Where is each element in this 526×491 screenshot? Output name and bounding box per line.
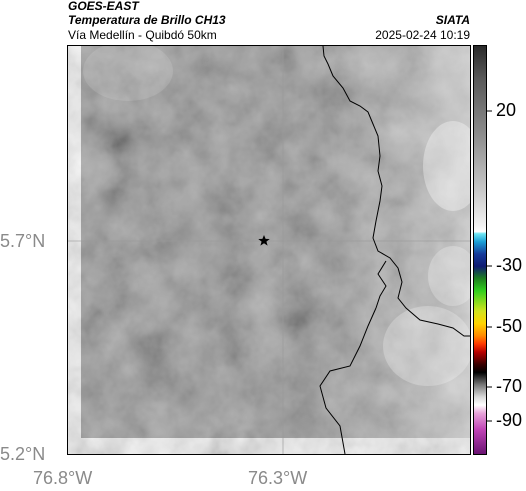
map-canvas (68, 46, 470, 454)
colorbar-label-minus90: -90 (496, 410, 523, 430)
timestamp-label: 2025-02-24 10:19 (375, 28, 470, 42)
product-title: Temperatura de Brillo CH13 (68, 13, 226, 27)
colorbar-label-minus70: -70 (496, 376, 523, 396)
map-gridlines (68, 46, 470, 454)
brightness-temperature-layer (81, 46, 470, 438)
temperature-colorbar (473, 45, 487, 455)
colorbar-label-20: 20 (496, 100, 517, 120)
longitude-label-west: 76.8°W (33, 468, 93, 488)
latitude-label-south: 5.2°N (0, 444, 46, 464)
colorbar-ticks (487, 110, 492, 422)
longitude-label-center: 76.3°W (248, 468, 308, 488)
latitude-label-north: 5.7°N (0, 231, 46, 251)
department-boundary-branch (375, 260, 387, 309)
satellite-name: GOES-EAST (68, 0, 139, 13)
department-boundary-line (319, 46, 470, 454)
colorbar-label-minus30: -30 (496, 255, 523, 275)
organization-label: SIATA (435, 13, 470, 27)
location-subtitle: Vía Medellín - Quibdó 50km (68, 28, 217, 42)
star-icon (258, 235, 270, 246)
map-panel (67, 45, 471, 455)
colorbar-label-minus50: -50 (496, 316, 523, 336)
